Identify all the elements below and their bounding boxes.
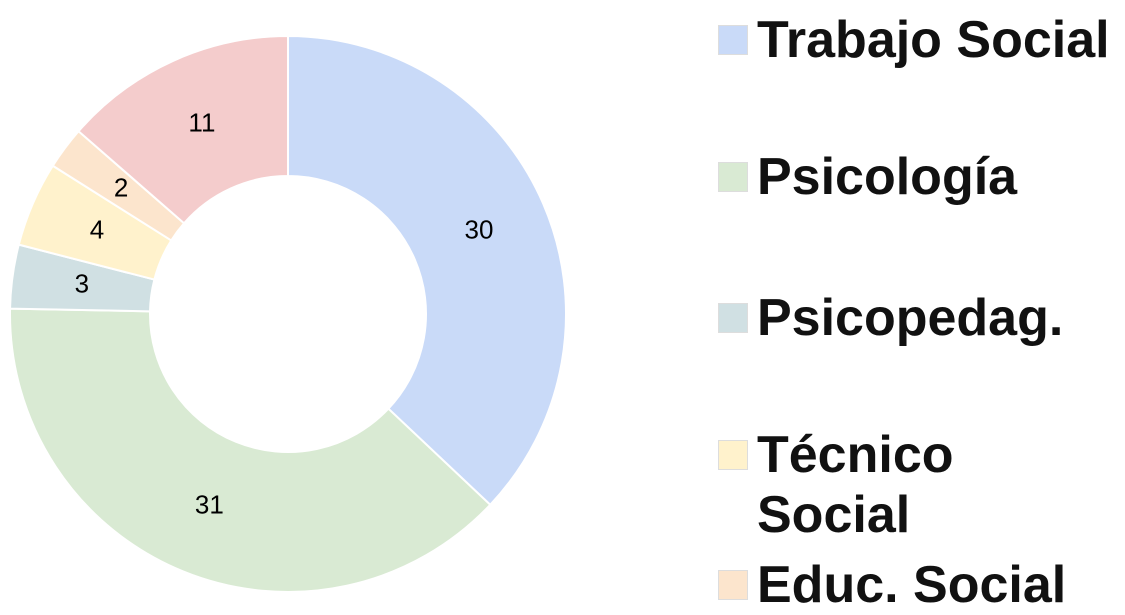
legend-swatch (718, 162, 748, 192)
legend-label: Psicología (757, 148, 1018, 206)
legend-item: Trabajo Social (718, 10, 1119, 70)
donut-slice (9, 307, 492, 593)
data-label: 3 (75, 269, 89, 299)
legend-swatch (718, 440, 748, 470)
chart: 30 31 342 11 (9, 34, 567, 593)
legend-item: Educ. Social (718, 555, 1119, 615)
donut-slice (77, 34, 289, 225)
legend-item: Psicopedag. (718, 288, 1119, 348)
donut-slice (287, 34, 567, 507)
legend-label: Psicopedag. (757, 289, 1064, 347)
data-label: 30 (465, 214, 494, 244)
legend-swatch (718, 25, 748, 55)
legend-swatch (718, 570, 748, 600)
legend-label: Educ. Social (757, 556, 1067, 614)
legend-swatch (718, 303, 748, 333)
legend-item: Técnico Social (718, 425, 1119, 545)
data-label: 2 (114, 173, 128, 203)
legend-item: Psicología (718, 147, 1119, 207)
legend-label: Trabajo Social (757, 11, 1110, 69)
data-label: 11 (188, 108, 215, 138)
data-label: 4 (90, 214, 104, 244)
legend-label: Técnico Social (757, 426, 954, 544)
data-label: 31 (195, 489, 224, 519)
